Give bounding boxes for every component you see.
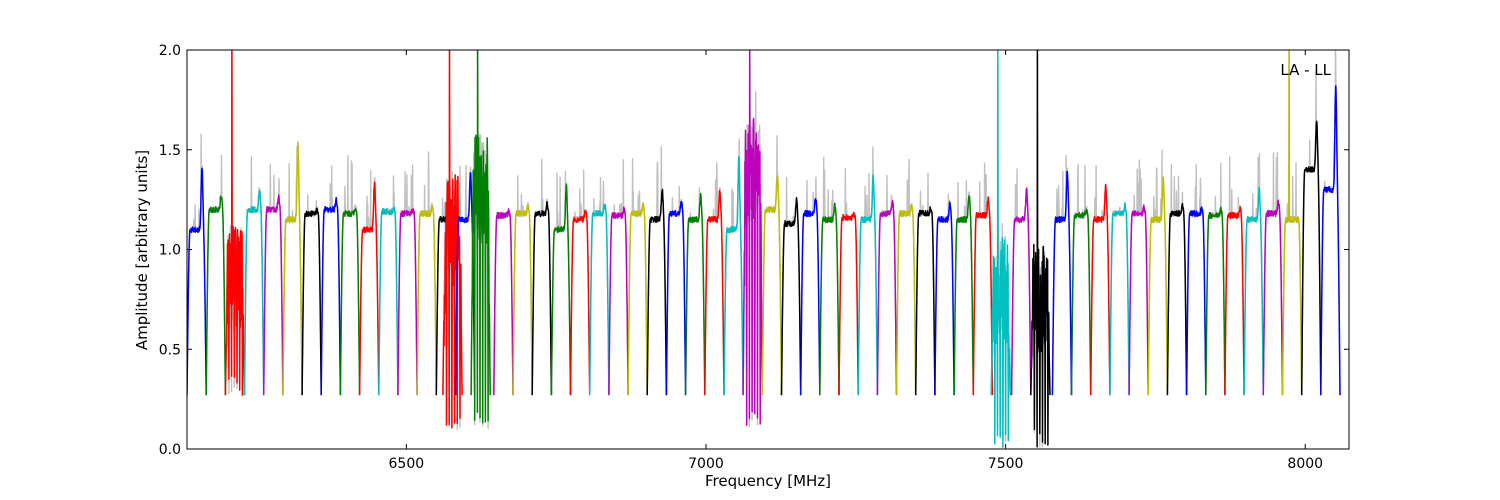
channel-series-18 [512,204,533,396]
y-tick-label: 1.5 [159,143,181,159]
channel-series-37 [876,199,898,396]
channel-series-22 [588,203,610,396]
channel-series-57 [1262,199,1284,396]
chart-annotation: LA - LL [1280,61,1331,79]
channel-series-12 [416,204,438,396]
channel-series-33 [799,198,821,396]
x-tick-label: 7000 [688,456,724,472]
channel-series-46 [1051,170,1073,396]
channel-series-14 [442,50,463,429]
channel-series-26 [665,200,687,396]
channel-series-35 [838,211,859,396]
channel-series-11 [397,208,418,396]
channel-series-36 [857,174,879,396]
channel-series-19 [531,200,553,396]
channel-series-15 [454,171,476,396]
channel-series-49 [1109,201,1130,396]
channel-series-52 [1166,202,1188,396]
channel-series-9 [358,181,380,396]
y-axis: 0.0 0.5 1.0 1.5 2.0 [159,43,1349,458]
channel-series-53 [1185,206,1207,396]
channel-series-28 [704,189,725,396]
channel-series-25 [646,188,668,396]
x-tick-label: 6500 [389,456,425,472]
channel-series-39 [914,206,936,396]
channel-series-3 [243,189,265,396]
y-axis-label: Amplitude [arbitrary units] [133,150,151,350]
y-tick-label: 0.5 [159,342,181,358]
channel-series-30 [742,50,764,427]
y-tick-label: 0.0 [159,442,181,458]
channel-series-54 [1205,206,1226,396]
channel-series-42 [972,196,994,396]
channel-series-47 [1070,208,1092,396]
channel-series-8 [339,208,361,396]
channel-series-16 [470,50,491,424]
channel-series-51 [1147,176,1169,396]
channel-series-6 [301,207,322,396]
series-layer [187,50,1341,448]
channel-series-21 [569,209,591,396]
y-tick-label: 2.0 [159,43,181,59]
channel-series-59 [1300,120,1322,396]
channel-series-5 [282,142,303,396]
channel-series-10 [378,206,399,396]
channel-series-1 [205,195,227,396]
channel-series-31 [761,175,783,396]
channel-series-2 [224,50,246,396]
x-tick-label: 8000 [1287,456,1323,472]
channel-series-56 [1243,187,1265,396]
channel-series-38 [895,203,917,396]
channel-series-45 [1030,50,1051,448]
channel-series-20 [550,183,572,396]
channel-series-41 [953,195,975,396]
channel-series-32 [780,196,802,396]
y-tick-label: 1.0 [159,243,181,259]
channel-series-23 [608,206,629,396]
channel-series-34 [819,202,840,396]
channel-series-58 [1281,50,1303,396]
channel-series-44 [1010,187,1032,396]
channel-series-7 [320,196,342,396]
channel-series-29 [723,156,744,396]
channel-series-60 [1320,85,1341,396]
channel-series-55 [1224,206,1245,396]
channel-series-0 [187,167,207,396]
channel-series-40 [934,201,955,396]
x-tick-label: 7500 [988,456,1024,472]
channel-series-17 [493,208,514,396]
channel-series-43 [990,50,1012,448]
channel-series-48 [1089,183,1111,396]
channel-series-24 [627,202,648,396]
channel-series-4 [262,194,284,396]
x-axis-label: Frequency [MHz] [705,472,831,490]
channel-series-50 [1128,204,1149,396]
channel-series-27 [684,192,706,396]
x-axis: 6500 7000 7500 8000 [389,50,1323,472]
